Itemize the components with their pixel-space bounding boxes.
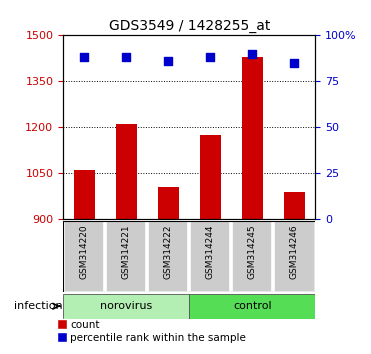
Point: [291, 60, 297, 66]
Bar: [190, 221, 230, 292]
Bar: [116, 124, 137, 219]
Text: GSM314244: GSM314244: [206, 225, 215, 279]
Bar: [232, 221, 272, 292]
Bar: [148, 221, 188, 292]
Bar: [200, 135, 221, 219]
Point: [207, 55, 213, 60]
Bar: [106, 221, 146, 292]
Bar: [73, 170, 95, 219]
Bar: [274, 221, 315, 292]
Bar: [242, 57, 263, 219]
Text: GSM314222: GSM314222: [164, 225, 173, 279]
Point: [249, 51, 255, 57]
Text: GSM314220: GSM314220: [80, 225, 89, 279]
Point: [81, 55, 87, 60]
Point: [165, 58, 171, 64]
Title: GDS3549 / 1428255_at: GDS3549 / 1428255_at: [109, 19, 270, 33]
Text: control: control: [233, 301, 272, 311]
Text: GSM314221: GSM314221: [122, 225, 131, 279]
Bar: [189, 294, 315, 319]
Point: [123, 55, 129, 60]
Bar: [284, 192, 305, 219]
Legend: count, percentile rank within the sample: count, percentile rank within the sample: [53, 315, 250, 347]
Text: norovirus: norovirus: [100, 301, 152, 311]
Bar: [64, 221, 104, 292]
Bar: [158, 187, 179, 219]
Text: infection: infection: [14, 301, 62, 311]
Text: GSM314246: GSM314246: [290, 225, 299, 279]
Bar: [63, 294, 189, 319]
Text: GSM314245: GSM314245: [248, 225, 257, 279]
